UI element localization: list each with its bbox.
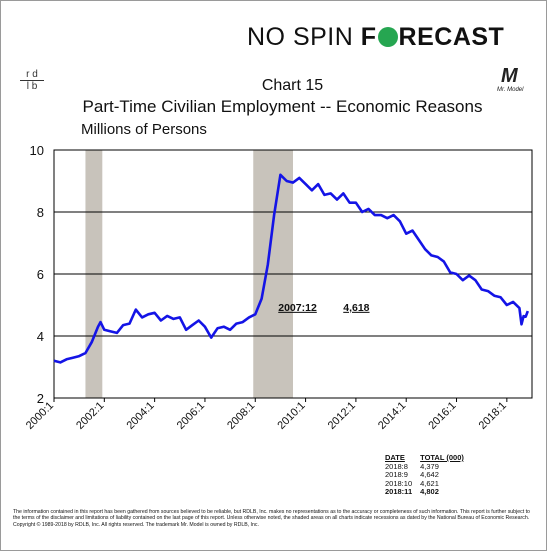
table-row: 2018:8 4,379 <box>385 461 439 471</box>
table-row: 2018:11 4,802 <box>385 487 439 496</box>
series-line <box>53 173 530 364</box>
chart-title: Part-Time Civilian Employment -- Economi… <box>82 97 483 116</box>
x-tick-label: 2012:1 <box>326 400 358 432</box>
rdlb-logo-top: r d <box>26 69 38 80</box>
table-row: 2018:9 4,642 <box>385 470 439 479</box>
brand-logo: NO SPIN F RECAST <box>247 23 504 52</box>
brand-o-icon <box>377 27 398 47</box>
rdlb-logo: r d l b <box>18 69 46 95</box>
x-tick-label: 2014:1 <box>376 400 408 432</box>
table-header-date: DATE <box>385 453 405 462</box>
x-tick-label: 2018:1 <box>477 400 509 432</box>
x-tick-label: 2006:1 <box>175 400 207 432</box>
x-tick-label: 2004:1 <box>124 400 156 432</box>
mr-model-logo: M <box>501 65 518 87</box>
y-tick-label: 10 <box>30 143 44 158</box>
plot-frame <box>53 149 533 399</box>
brand-text-no-spin: NO SPIN <box>247 23 361 51</box>
x-tick-label: 2016:1 <box>426 400 458 432</box>
mr-model-sub: Mr. Model <box>497 87 524 93</box>
annotation-date: 2007:12 <box>278 302 317 314</box>
y-axis-label: Millions of Persons <box>81 121 207 138</box>
y-tick-label: 6 <box>37 267 44 282</box>
rdlb-logo-bottom: l b <box>26 81 38 92</box>
y-tick-label: 2 <box>37 391 44 406</box>
data-table: DATE TOTAL (000) 2018:8 4,379 2018:9 4,642… <box>381 453 468 497</box>
y-tick-label: 4 <box>37 329 44 344</box>
brand-text-forecast: F RECAST <box>360 23 505 51</box>
chart-number: Chart 15 <box>261 77 324 94</box>
annotation-value: 4,618 <box>343 302 369 314</box>
table-row: 2018:10 4,621 <box>385 478 439 488</box>
y-tick-label: 8 <box>37 205 44 220</box>
table-header-total: TOTAL (000) <box>420 453 464 462</box>
x-tick-label: 2010:1 <box>275 400 307 432</box>
disclaimer-text: The information contained in this report… <box>13 509 530 528</box>
x-tick-label: 2002:1 <box>74 400 106 432</box>
x-tick-label: 2008:1 <box>225 400 257 432</box>
